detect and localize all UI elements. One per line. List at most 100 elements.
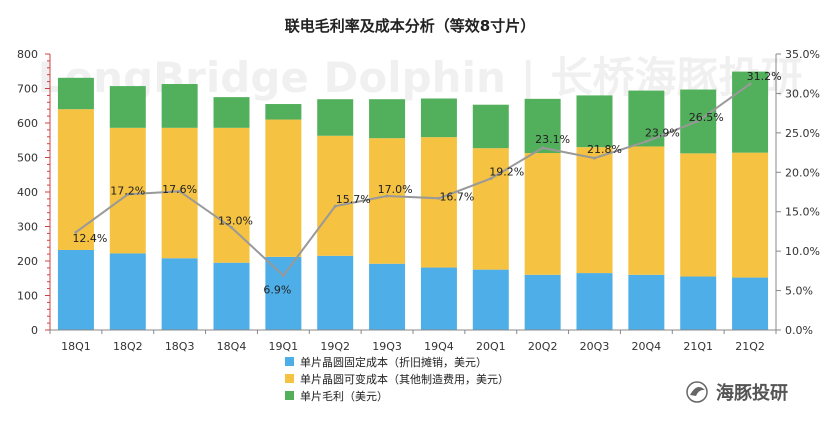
bar-variable-cost (732, 152, 769, 278)
dolphin-logo-icon (686, 381, 708, 403)
bar-variable-cost (524, 153, 561, 275)
gross-margin-point (437, 196, 441, 200)
gross-margin-label: 17.2% (110, 184, 145, 197)
bar-fixed-cost (420, 267, 457, 330)
bar-gross-profit (317, 99, 354, 136)
brand-name: 海豚投研 (716, 382, 788, 404)
bar-gross-profit (109, 86, 146, 128)
bar-fixed-cost (628, 274, 665, 330)
y2-tick-label: 30.0% (785, 87, 820, 100)
x-tick-label: 18Q3 (165, 340, 195, 353)
gross-margin-point (385, 194, 389, 198)
gross-margin-point (593, 156, 596, 160)
bar-gross-profit (576, 95, 613, 148)
bar-fixed-cost (317, 255, 354, 330)
bar-fixed-cost (524, 274, 561, 330)
y2-tick-label: 0.0% (785, 324, 813, 337)
gross-margin-label: 19.2% (489, 166, 524, 179)
y-tick-label: 0 (31, 324, 38, 337)
y-tick-label: 600 (17, 117, 38, 130)
bar-gross-profit (161, 84, 198, 128)
x-tick-label: 20Q2 (528, 340, 558, 353)
legend-swatch (285, 391, 294, 400)
y2-tick-label: 35.0% (785, 48, 820, 61)
dolphin-fin-icon (690, 386, 705, 396)
x-tick-label: 18Q1 (61, 340, 91, 353)
gross-margin-label: 21.8% (587, 143, 622, 156)
bar-fixed-cost (732, 277, 769, 330)
gross-margin-point (696, 119, 700, 123)
legend-label: 单片毛利（美元） (300, 390, 388, 403)
y-tick-label: 800 (17, 48, 38, 61)
gross-margin-label: 17.6% (162, 183, 197, 196)
gross-margin-point (333, 204, 337, 208)
gross-margin-label: 26.5% (689, 111, 724, 124)
bar-fixed-cost (576, 273, 613, 330)
y2-tick-label: 20.0% (785, 166, 820, 179)
gross-margin-point (748, 82, 752, 86)
gross-margin-point (541, 146, 545, 150)
y-tick-label: 700 (17, 83, 38, 96)
bar-fixed-cost (213, 262, 250, 330)
x-tick-label: 19Q1 (269, 340, 299, 353)
bar-variable-cost (213, 127, 250, 263)
bar-variable-cost (161, 127, 198, 259)
legend-swatch (285, 374, 294, 383)
x-tick-label: 19Q3 (372, 340, 402, 353)
x-tick-label: 21Q1 (683, 340, 713, 353)
gross-margin-label: 23.1% (535, 133, 570, 146)
chart-title: 联电毛利率及成本分析（等效8寸片） (285, 17, 535, 35)
gross-margin-point (230, 225, 233, 229)
bar-gross-profit (524, 98, 561, 154)
gross-margin-label: 12.4% (72, 232, 107, 245)
legend: 单片晶圆固定成本（折旧摊销，美元） 单片晶圆可变成本（其他制造费用，美元） 单片毛利… (285, 355, 509, 403)
axes-layer: 0 100 200 300 400 500 600 700 800 0.0% 5.0% 10.0% 15… (17, 48, 820, 353)
bar-variable-cost (109, 127, 146, 254)
bar-fixed-cost (472, 269, 509, 330)
gross-margin-label: 6.9% (263, 284, 291, 297)
gross-margin-label: 31.2% (747, 70, 782, 83)
y-tick-label: 500 (17, 152, 38, 165)
brand-logo: 海豚投研 (686, 381, 788, 404)
x-tick-label: 18Q4 (217, 340, 247, 353)
bar-variable-cost (420, 137, 457, 268)
bar-gross-profit (57, 77, 94, 110)
bar-fixed-cost (680, 276, 717, 330)
bar-variable-cost (680, 153, 717, 277)
gross-margin-label: 15.7% (336, 193, 371, 206)
gross-margin-point (489, 177, 493, 181)
x-tick-label: 19Q4 (424, 340, 454, 353)
gross-margin-label: 16.7% (439, 190, 474, 203)
legend-label: 单片晶圆固定成本（折旧摊销，美元） (300, 355, 487, 369)
legend-label: 单片晶圆可变成本（其他制造费用，美元） (300, 372, 509, 386)
bar-fixed-cost (161, 258, 198, 330)
bar-variable-cost (265, 119, 302, 257)
x-tick-label: 20Q3 (580, 340, 610, 353)
bar-variable-cost (369, 138, 406, 264)
y2-tick-label: 25.0% (785, 127, 820, 140)
gross-margin-label: 13.0% (218, 214, 253, 227)
gross-margin-point (644, 140, 648, 144)
y-tick-label: 200 (17, 255, 38, 268)
y2-tick-label: 5.0% (785, 285, 813, 298)
bar-fixed-cost (369, 263, 406, 330)
bar-variable-cost (57, 109, 94, 250)
bar-fixed-cost (265, 256, 302, 330)
bar-gross-profit (265, 104, 302, 120)
bar-gross-profit (420, 98, 457, 138)
legend-swatch (285, 357, 294, 366)
gross-margin-point (74, 230, 78, 234)
gross-margin-label: 17.0% (378, 183, 413, 196)
gross-margin-label: 23.9% (645, 127, 680, 140)
bar-variable-cost (628, 146, 665, 275)
gross-margin-point (126, 192, 130, 196)
bar-gross-profit (213, 97, 250, 128)
y-tick-label: 300 (17, 221, 38, 234)
bar-variable-cost (472, 148, 509, 270)
bars-layer (57, 71, 769, 330)
bar-variable-cost (576, 147, 613, 274)
x-tick-label: 18Q2 (113, 340, 143, 353)
bar-gross-profit (369, 99, 406, 139)
